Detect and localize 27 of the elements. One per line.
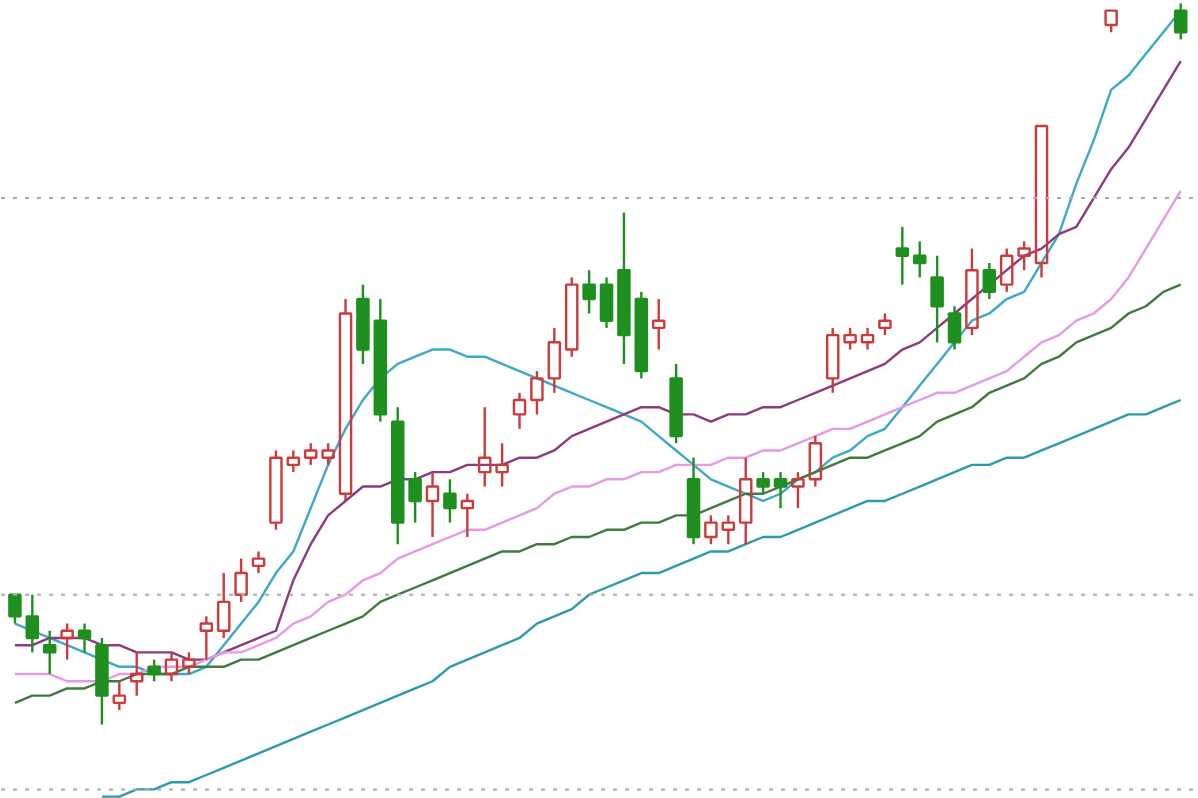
candlestick xyxy=(373,297,388,423)
candlestick xyxy=(617,211,631,366)
candlestick xyxy=(251,550,266,575)
candlestick xyxy=(947,305,962,351)
candlestick xyxy=(512,391,527,431)
candlestick xyxy=(77,622,92,654)
candlestick xyxy=(164,651,179,683)
candlestick xyxy=(599,276,614,330)
candlestick xyxy=(738,456,753,546)
candlestick xyxy=(547,326,562,394)
candlestick xyxy=(860,326,875,351)
candlestick xyxy=(895,225,910,286)
candlestick xyxy=(651,297,666,351)
candlestick xyxy=(686,456,701,546)
candlestick xyxy=(112,680,127,712)
candlestick xyxy=(634,290,649,380)
candlestick xyxy=(286,449,301,474)
candlestick xyxy=(930,254,944,344)
candlestick xyxy=(721,514,736,546)
candlestick xyxy=(25,593,40,654)
candlestick xyxy=(199,615,214,661)
candlestick xyxy=(460,492,475,539)
candlestick xyxy=(982,261,997,301)
candlestick xyxy=(338,297,353,503)
candlestick xyxy=(808,434,823,488)
candlestick xyxy=(425,470,440,539)
candlestick xyxy=(773,470,788,510)
